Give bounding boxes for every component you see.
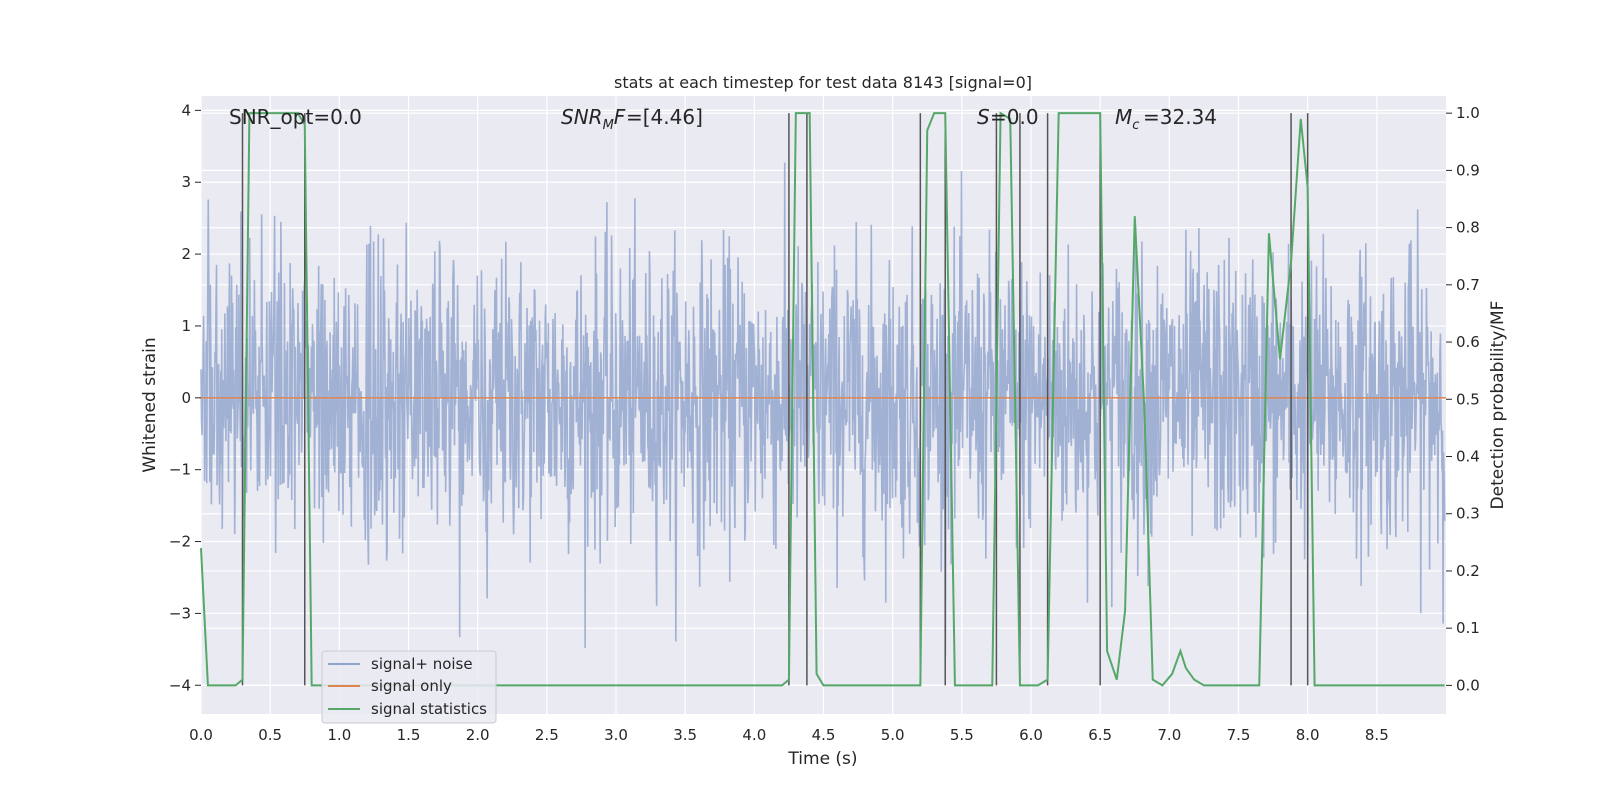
y-right-tick-label: 0.5	[1456, 390, 1480, 408]
annotation-mc: Mc =32.34	[1115, 105, 1217, 133]
legend-label-signal-only: signal only	[371, 677, 452, 695]
y-left-tick-label: −4	[169, 676, 191, 694]
y-left-tick-labels: −4 −3 −2 −1 0 1 2 3 4	[169, 101, 201, 694]
y-right-tick-label: 0.6	[1456, 333, 1480, 351]
y-right-axis-label: Detection probability/MF	[1488, 301, 1508, 510]
y-right-tick-label: 0.2	[1456, 562, 1480, 580]
x-tick-label: 5.5	[950, 726, 974, 744]
legend-label-statistics: signal statistics	[371, 700, 487, 718]
y-left-tick-label: 1	[181, 317, 191, 335]
x-tick-label: 2.0	[466, 726, 490, 744]
y-right-tick-labels: 0.0 0.1 0.2 0.3 0.4 0.5 0.6 0.7 0.8 0.9 1.0	[1446, 104, 1480, 694]
x-tick-label: 4.5	[812, 726, 836, 744]
x-tick-label: 1.5	[397, 726, 421, 744]
chart-title: stats at each timestep for test data 814…	[614, 73, 1032, 92]
y-left-tick-label: 2	[181, 245, 191, 263]
x-tick-label: 6.5	[1088, 726, 1112, 744]
y-left-tick-label: 0	[181, 389, 191, 407]
x-tick-label: 8.5	[1365, 726, 1389, 744]
y-left-axis-label: Whitened strain	[140, 337, 160, 472]
y-right-tick-label: 0.3	[1456, 505, 1480, 523]
x-tick-label: 0.5	[258, 726, 282, 744]
noise-series	[200, 162, 1446, 657]
svg-text:S: S	[977, 105, 990, 129]
annotation-snr-opt: SNR_opt=0.0	[229, 105, 362, 129]
y-left-tick-label: 3	[181, 173, 191, 191]
annotation-snr-mf: SNRMF =[4.46]	[561, 105, 703, 133]
x-tick-label: 1.0	[327, 726, 351, 744]
x-tick-label: 6.0	[1019, 726, 1043, 744]
y-right-tick-label: 0.4	[1456, 448, 1480, 466]
x-tick-label: 5.0	[881, 726, 905, 744]
signal-statistics-line	[200, 111, 1445, 687]
x-tick-label: 0.0	[189, 726, 213, 744]
legend-label-noise: signal+ noise	[371, 655, 473, 673]
y-right-tick-label: 0.9	[1456, 161, 1480, 179]
x-axis-label: Time (s)	[787, 749, 857, 769]
legend: signal+ noise signal only signal statist…	[321, 650, 497, 724]
signal-statistics-series	[200, 111, 1445, 687]
svg-text:=0.0: =0.0	[990, 105, 1039, 129]
svg-text:SNRMF: SNRMF	[561, 105, 626, 133]
x-tick-label: 3.5	[673, 726, 697, 744]
x-tick-label: 8.0	[1296, 726, 1320, 744]
x-tick-label: 7.5	[1227, 726, 1251, 744]
y-right-tick-label: 1.0	[1456, 104, 1480, 122]
x-tick-label: 3.0	[604, 726, 628, 744]
y-left-tick-label: −3	[169, 604, 191, 622]
annotation-s: S =0.0	[977, 105, 1039, 129]
x-tick-label: 7.0	[1157, 726, 1181, 744]
svg-text:=[4.46]: =[4.46]	[626, 105, 703, 129]
y-left-tick-label: −2	[169, 533, 191, 551]
y-right-tick-label: 0.7	[1456, 276, 1480, 294]
y-left-tick-label: −1	[169, 461, 191, 479]
x-tick-labels: 0.0 0.5 1.0 1.5 2.0 2.5 3.0 3.5 4.0 4.5 5.0 5.5 6.0 6…	[189, 726, 1389, 744]
y-right-tick-label: 0.0	[1456, 676, 1480, 694]
y-right-tick-label: 0.1	[1456, 619, 1480, 637]
y-left-tick-label: 4	[181, 101, 191, 119]
svg-text:=32.34: =32.34	[1143, 105, 1217, 129]
y-right-tick-label: 0.8	[1456, 219, 1480, 237]
noise-line	[200, 162, 1446, 657]
legend-box	[321, 650, 497, 724]
x-tick-label: 4.0	[742, 726, 766, 744]
x-tick-label: 2.5	[535, 726, 559, 744]
